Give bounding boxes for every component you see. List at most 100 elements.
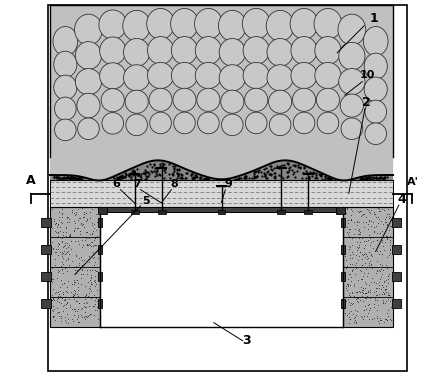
Ellipse shape — [124, 38, 150, 66]
Ellipse shape — [221, 90, 244, 113]
Ellipse shape — [245, 112, 267, 134]
Ellipse shape — [75, 68, 101, 95]
Ellipse shape — [219, 65, 245, 91]
Bar — [131, 210, 139, 214]
Ellipse shape — [174, 112, 195, 134]
Bar — [341, 299, 345, 308]
Ellipse shape — [53, 27, 78, 56]
Ellipse shape — [267, 65, 293, 91]
Ellipse shape — [314, 9, 342, 39]
Bar — [158, 210, 166, 214]
Bar — [392, 245, 401, 253]
Text: 1: 1 — [369, 12, 378, 25]
Ellipse shape — [222, 114, 243, 136]
Ellipse shape — [243, 36, 269, 64]
Ellipse shape — [195, 62, 222, 89]
Ellipse shape — [75, 41, 101, 69]
Ellipse shape — [338, 14, 366, 45]
Bar — [100, 207, 343, 327]
Ellipse shape — [148, 62, 174, 89]
Ellipse shape — [364, 53, 387, 79]
Ellipse shape — [218, 10, 246, 41]
Ellipse shape — [219, 38, 245, 66]
Ellipse shape — [341, 118, 363, 140]
Bar — [50, 180, 393, 207]
Bar — [336, 207, 345, 214]
Bar — [392, 218, 401, 227]
Text: A': A' — [406, 176, 418, 187]
Ellipse shape — [194, 9, 222, 39]
Ellipse shape — [315, 62, 341, 89]
Ellipse shape — [126, 114, 148, 136]
Ellipse shape — [242, 9, 270, 39]
Ellipse shape — [148, 36, 174, 64]
Text: 10: 10 — [360, 70, 375, 80]
Text: 5: 5 — [142, 196, 149, 206]
Ellipse shape — [364, 77, 387, 102]
Text: 6: 6 — [113, 178, 120, 188]
Bar — [41, 218, 51, 227]
Ellipse shape — [78, 118, 99, 140]
Text: 2: 2 — [362, 96, 371, 109]
Ellipse shape — [291, 62, 317, 89]
Ellipse shape — [99, 10, 127, 39]
Bar — [341, 218, 345, 227]
Ellipse shape — [54, 51, 77, 77]
Bar — [41, 299, 51, 308]
Bar — [98, 245, 102, 253]
Ellipse shape — [123, 10, 151, 41]
Ellipse shape — [101, 89, 124, 112]
Bar — [50, 5, 393, 157]
Bar — [98, 218, 102, 227]
Ellipse shape — [173, 88, 196, 111]
Ellipse shape — [74, 14, 102, 45]
Bar — [41, 245, 51, 253]
Ellipse shape — [149, 88, 172, 111]
Ellipse shape — [339, 68, 365, 95]
Ellipse shape — [293, 112, 315, 134]
Ellipse shape — [266, 10, 294, 41]
Bar — [304, 210, 312, 214]
Ellipse shape — [102, 113, 124, 134]
Ellipse shape — [195, 36, 222, 64]
Bar — [50, 207, 100, 327]
Ellipse shape — [171, 62, 198, 89]
Ellipse shape — [292, 88, 315, 111]
Ellipse shape — [245, 88, 268, 111]
Ellipse shape — [269, 114, 291, 136]
Text: 9: 9 — [225, 178, 233, 188]
Bar — [41, 272, 51, 281]
Ellipse shape — [124, 65, 150, 91]
Polygon shape — [50, 157, 393, 180]
Bar — [98, 272, 102, 281]
Ellipse shape — [339, 42, 365, 70]
Ellipse shape — [171, 36, 198, 64]
Ellipse shape — [54, 119, 76, 140]
Ellipse shape — [198, 112, 219, 134]
Bar — [218, 210, 225, 214]
Ellipse shape — [54, 75, 77, 100]
Ellipse shape — [147, 9, 175, 39]
Ellipse shape — [290, 9, 318, 39]
Bar — [392, 272, 401, 281]
Bar — [392, 299, 401, 308]
Ellipse shape — [150, 112, 171, 134]
Ellipse shape — [100, 63, 126, 89]
Text: 3: 3 — [242, 334, 251, 347]
Text: 4: 4 — [397, 193, 406, 206]
Ellipse shape — [171, 9, 198, 39]
Ellipse shape — [54, 97, 76, 120]
Ellipse shape — [125, 90, 148, 113]
Bar — [343, 207, 393, 327]
Text: A: A — [26, 173, 35, 187]
Ellipse shape — [243, 62, 269, 89]
Ellipse shape — [363, 27, 388, 56]
Ellipse shape — [197, 88, 220, 111]
Ellipse shape — [268, 90, 291, 113]
Ellipse shape — [267, 38, 293, 66]
Bar — [277, 210, 285, 214]
Bar — [100, 207, 343, 212]
Polygon shape — [50, 160, 393, 180]
Ellipse shape — [317, 112, 339, 134]
Ellipse shape — [291, 36, 317, 64]
